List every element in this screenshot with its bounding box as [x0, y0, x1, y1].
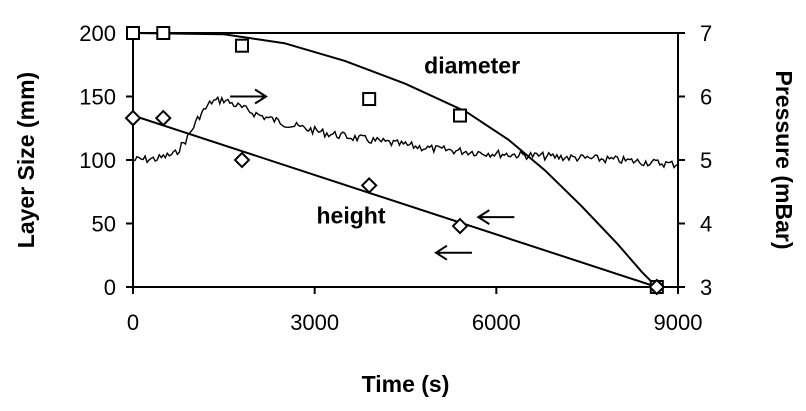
height-point [233, 151, 251, 169]
x-tick-label: 3000 [290, 310, 339, 335]
diameter-point [156, 26, 171, 40]
pressure-axis-arrow [230, 88, 268, 105]
y-tick-label: 100 [79, 148, 116, 173]
annotation-label: diameter [424, 53, 520, 79]
height-point [124, 109, 142, 127]
y-tick-label: 50 [92, 212, 116, 237]
y-axis-title: Layer Size (mm) [13, 72, 39, 248]
x-tick-label: 6000 [472, 310, 521, 335]
tick-labels: 0 3000 6000 9000 0 50 100 150 200 3 4 5 6 7 [79, 21, 712, 335]
x-axis-title: Time (s) [362, 371, 450, 397]
y-tick-label: 150 [79, 85, 116, 110]
y2-tick-label: 3 [700, 275, 712, 300]
x-tick-label: 9000 [654, 310, 703, 335]
height-axis-arrow [434, 244, 472, 261]
axis-ticks [126, 32, 685, 294]
y-tick-label: 200 [79, 21, 116, 46]
y2-tick-label: 4 [700, 212, 712, 237]
height-point [648, 278, 666, 296]
series-layer [124, 26, 679, 296]
plot-area-border [132, 32, 679, 288]
y2-tick-label: 5 [700, 148, 712, 173]
height-point [360, 176, 378, 194]
height-point [451, 217, 469, 235]
diameter-point [235, 38, 249, 53]
annotation-layer: diameter height [230, 53, 520, 261]
annotation-label: height [317, 203, 386, 229]
height-fit-line [132, 114, 658, 288]
y-tick-label: 0 [104, 275, 116, 300]
diameter-point [126, 26, 140, 40]
pressure-series-line [132, 95, 679, 169]
diameter-point [453, 108, 467, 123]
diameter-point [362, 92, 377, 107]
y2-tick-label: 6 [700, 85, 712, 110]
height-point [154, 109, 172, 127]
x-tick-label: 0 [127, 310, 139, 335]
plot-frame [132, 32, 679, 288]
y2-tick-label: 7 [700, 21, 712, 46]
diameter-fit-line [132, 32, 658, 288]
diameter-axis-arrow [476, 209, 515, 225]
y2-axis-title: Pressure (mBar) [771, 71, 797, 250]
